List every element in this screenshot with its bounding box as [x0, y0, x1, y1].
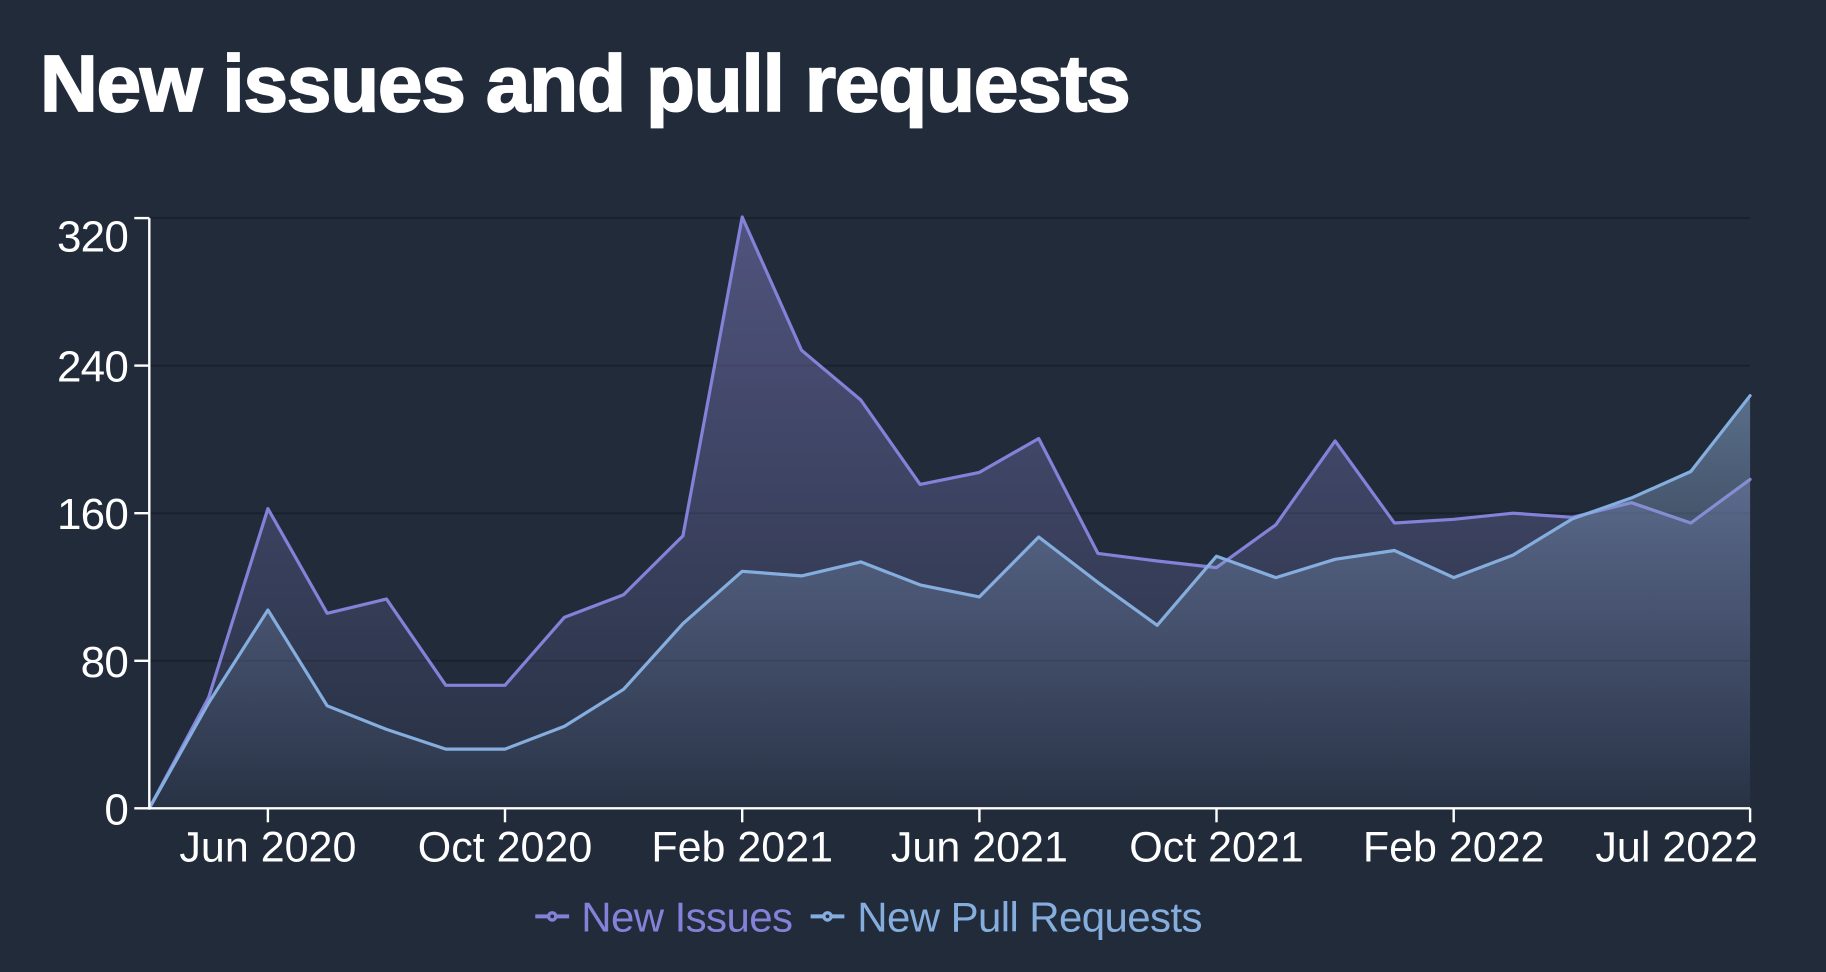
svg-text:Feb 2021: Feb 2021 [651, 824, 833, 872]
svg-text:Oct 2021: Oct 2021 [1129, 824, 1304, 872]
svg-text:New Issues: New Issues [581, 894, 792, 941]
svg-text:Jul 2022: Jul 2022 [1595, 824, 1758, 872]
svg-text:New Pull Requests: New Pull Requests [857, 894, 1202, 941]
svg-text:Jun 2021: Jun 2021 [891, 824, 1068, 872]
svg-text:320: 320 [57, 213, 128, 262]
svg-text:Feb 2022: Feb 2022 [1363, 824, 1545, 872]
svg-text:Oct 2020: Oct 2020 [418, 824, 593, 872]
svg-text:0: 0 [104, 785, 128, 834]
svg-text:240: 240 [57, 343, 128, 392]
svg-text:Jun 2020: Jun 2020 [179, 824, 356, 872]
svg-text:160: 160 [57, 490, 128, 539]
svg-text:80: 80 [81, 638, 128, 687]
